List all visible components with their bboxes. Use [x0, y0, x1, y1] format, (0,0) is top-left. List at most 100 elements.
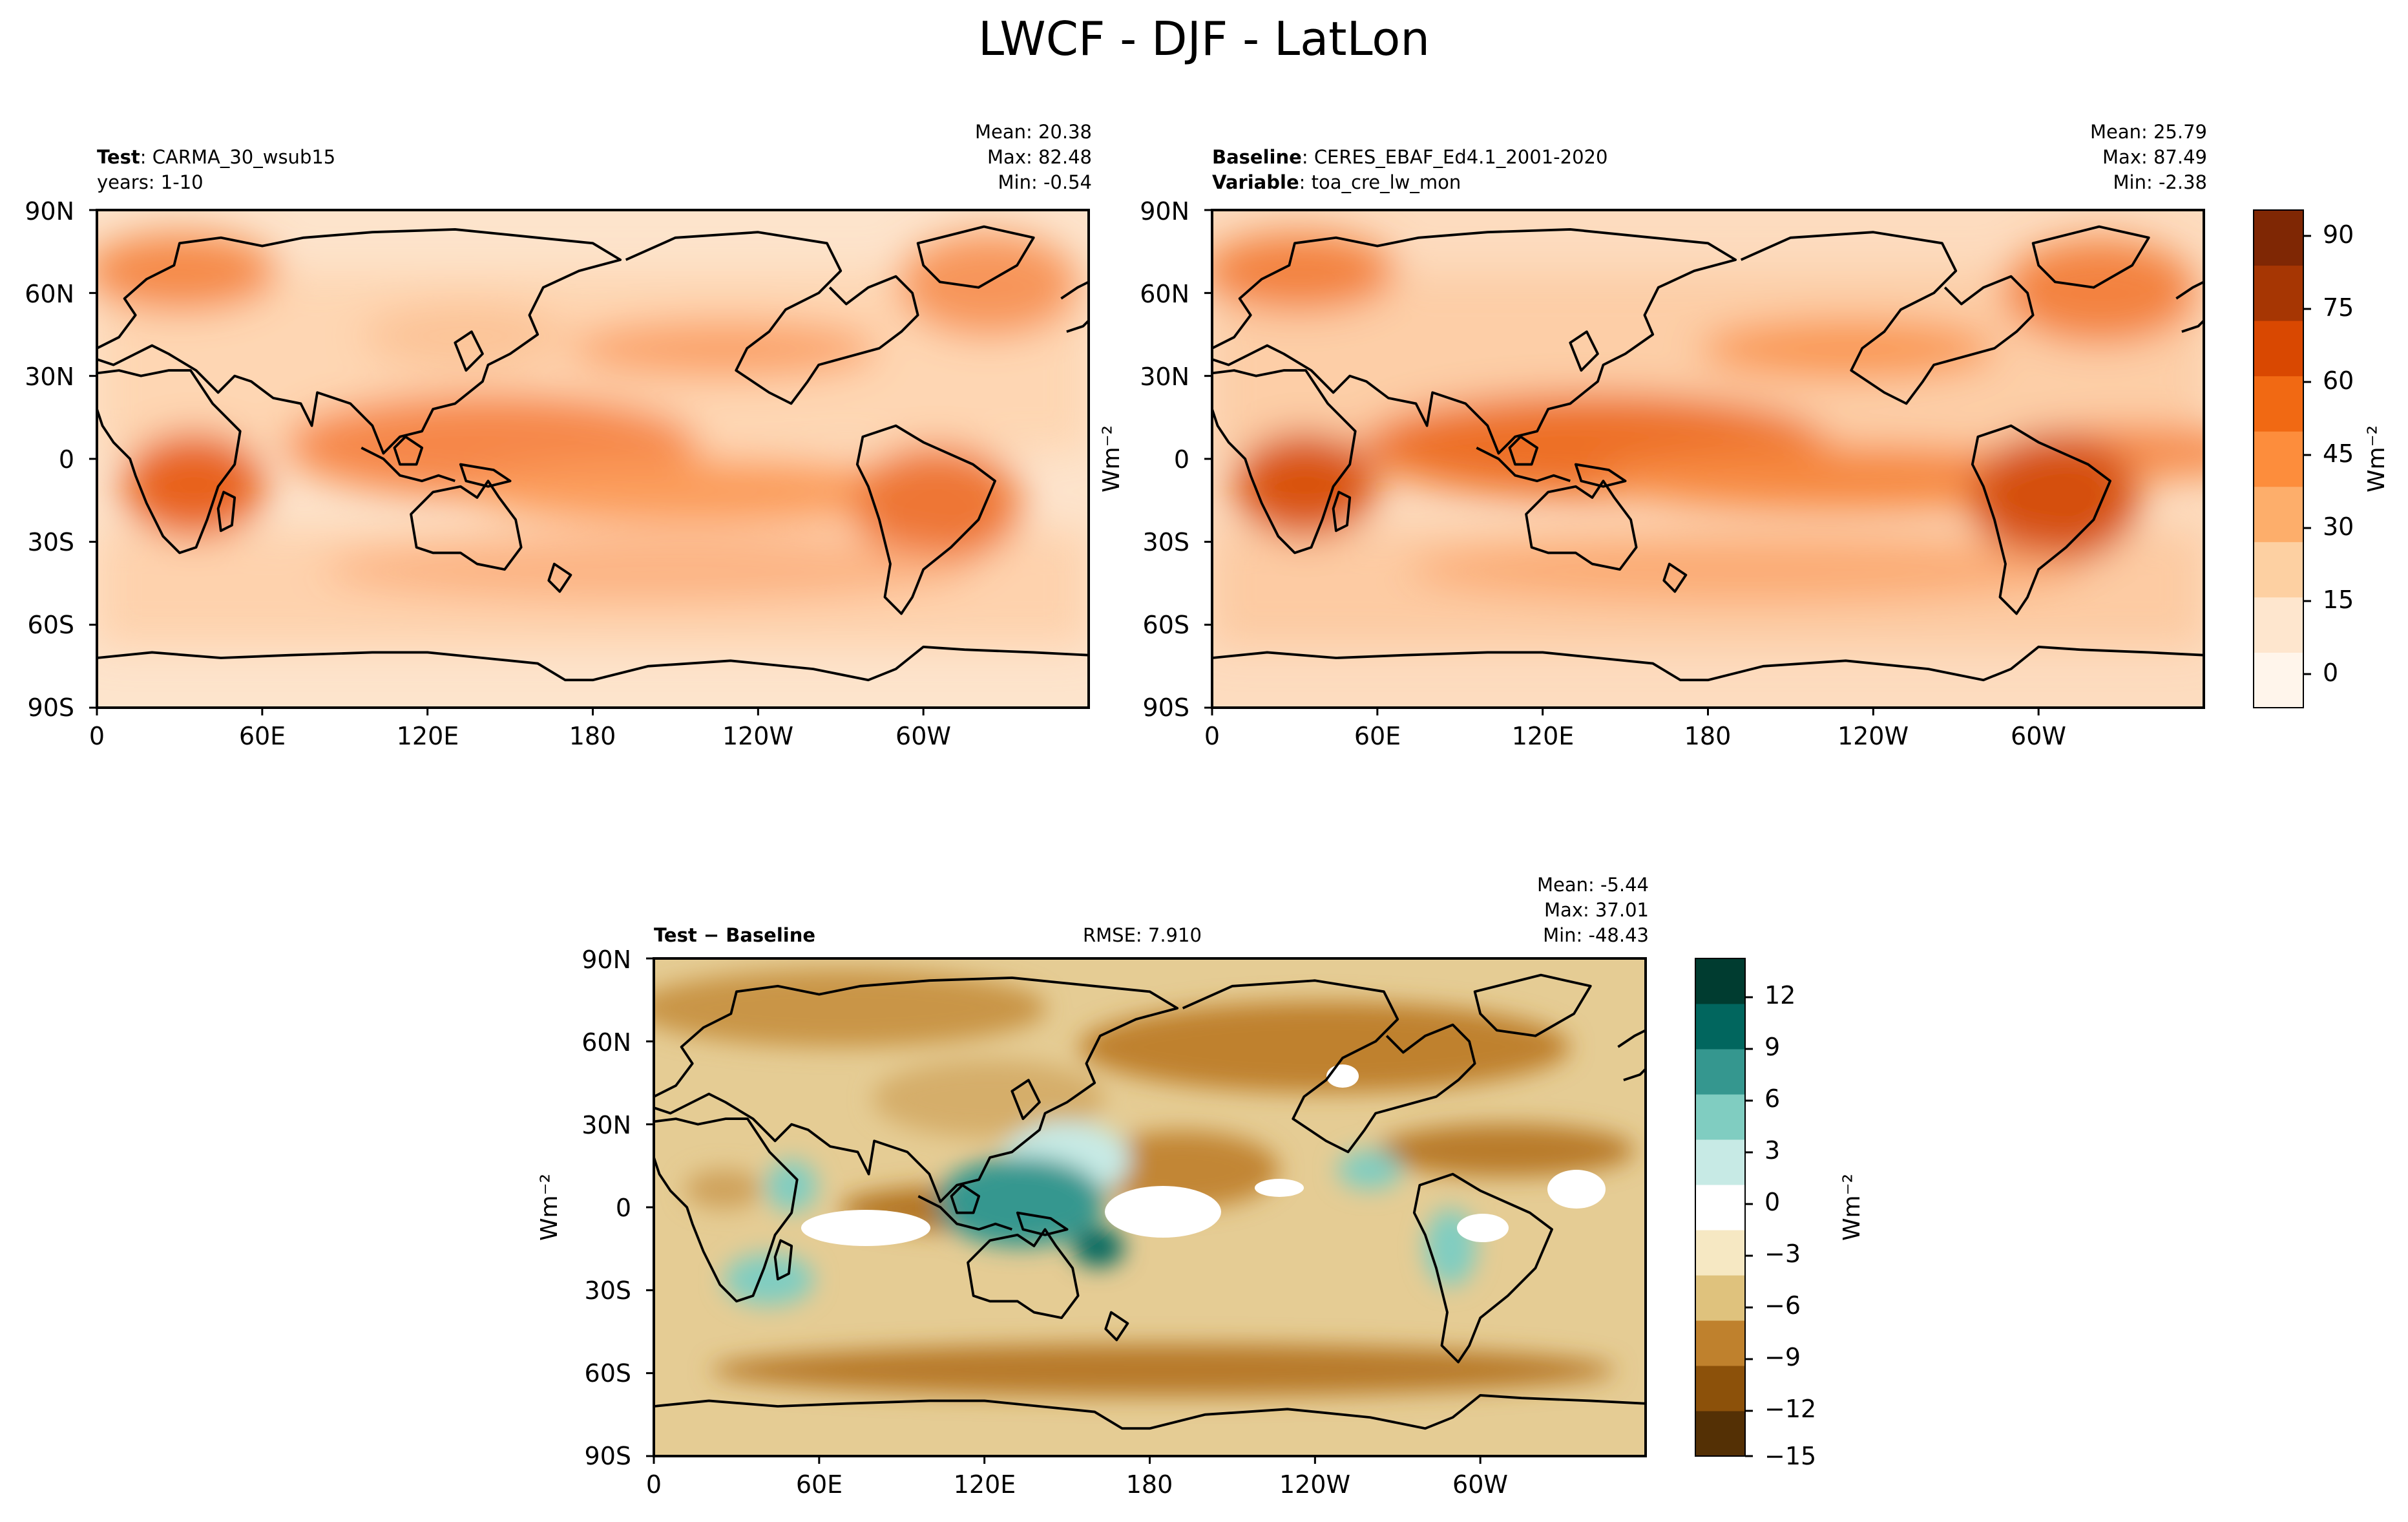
test-stats: Mean: 20.38 Max: 82.48 Min: -0.54: [872, 120, 1092, 195]
main-colorbar-swatch: [2254, 431, 2303, 487]
diff-colorbar-unit-label: Wm⁻²: [1839, 1174, 1865, 1241]
diff-panel-label: Test − Baseline: [654, 923, 815, 948]
cb-tick-label: 9: [1764, 1033, 1780, 1061]
test-max: Max: 82.48: [987, 146, 1092, 168]
test-unit-label: Wm⁻²: [1098, 425, 1125, 492]
diff-colorbar-swatch: [1695, 1366, 1745, 1411]
lat-tick-label: 0: [59, 445, 74, 474]
main-colorbar-swatch: [2254, 486, 2303, 542]
cb-tick-label: −12: [1764, 1395, 1816, 1423]
baseline-label-sep: :: [1301, 146, 1314, 168]
baseline-lat-ticks: 90N 60N 30N 0 30S 60S 90S: [1140, 197, 1189, 722]
lon-tick-label: 120E: [1512, 722, 1575, 750]
diff-colorbar-swatch: [1695, 1411, 1745, 1457]
lat-tick-label: 90S: [1143, 693, 1189, 722]
cb-tick-label: 0: [2323, 659, 2338, 687]
lat-tick-label: 60S: [1143, 611, 1189, 639]
lat-tick-label: 60S: [585, 1359, 631, 1388]
lat-tick-label: 90S: [28, 693, 74, 722]
lon-tick-label: 120W: [1837, 722, 1909, 750]
main-colorbar-swatch: [2254, 597, 2303, 653]
main-colorbar-swatch: [2254, 652, 2303, 708]
test-lon-ticks: 0 60E 120E 180 120W 60W: [89, 722, 951, 750]
figure-title: LWCF - DJF - LatLon: [978, 12, 1430, 66]
main-colorbar-ticks: 90 75 60 45 30 15 0: [2323, 220, 2354, 687]
cb-tick-label: 0: [1764, 1188, 1780, 1216]
test-label-value: CARMA_30_wsub15: [152, 146, 336, 168]
lat-tick-label: 30N: [25, 363, 74, 391]
lon-tick-label: 180: [1126, 1470, 1173, 1499]
lat-tick-label: 30N: [1140, 363, 1189, 391]
diff-colorbar-swatch: [1695, 1185, 1745, 1231]
baseline-panel-label: Baseline: CERES_EBAF_Ed4.1_2001-2020: [1212, 145, 1607, 170]
test-min: Min: -0.54: [998, 171, 1092, 193]
lat-tick-label: 0: [1174, 445, 1189, 474]
diff-colorbar-swatch: [1695, 1004, 1745, 1050]
test-lat-ticks: 90N 60N 30N 0 30S 60S 90S: [25, 197, 74, 722]
diff-colorbar-frame: [1695, 958, 1746, 1457]
cb-tick-label: 6: [1764, 1084, 1780, 1113]
lat-tick-label: 60N: [1140, 280, 1189, 308]
lat-tick-label: 30N: [581, 1111, 631, 1139]
lon-tick-label: 0: [89, 722, 105, 750]
lat-tick-label: 90N: [581, 946, 631, 974]
baseline-variable-key: Variable: [1212, 171, 1299, 193]
test-label-key: Test: [97, 146, 140, 168]
test-years: years: 1-10: [97, 171, 204, 193]
baseline-mean: Mean: 25.79: [2089, 121, 2207, 143]
diff-rmse: RMSE: 7.910: [1083, 924, 1202, 946]
lat-tick-label: 60N: [581, 1028, 631, 1057]
test-mean: Mean: 20.38: [974, 121, 1092, 143]
lon-tick-label: 180: [1684, 722, 1732, 750]
cb-tick-label: −6: [1764, 1291, 1801, 1320]
diff-colorbar-swatch: [1695, 1139, 1745, 1185]
lat-tick-label: 30S: [585, 1276, 631, 1305]
baseline-label-key: Baseline: [1212, 146, 1302, 168]
lat-tick-label: 30S: [28, 528, 74, 556]
lon-tick-label: 60E: [1354, 722, 1401, 750]
diff-lat-ticks: 90N 60N 30N 0 30S 60S 90S: [581, 946, 631, 1470]
lon-tick-label: 180: [569, 722, 616, 750]
lat-tick-label: 90N: [25, 197, 74, 226]
main-colorbar-frame: [2253, 209, 2304, 708]
lat-tick-label: 60S: [28, 611, 74, 639]
diff-colorbar-swatch: [1695, 1275, 1745, 1321]
cb-tick-label: 30: [2323, 513, 2354, 541]
lat-tick-label: 60N: [25, 280, 74, 308]
lon-tick-label: 60W: [2011, 722, 2066, 750]
lon-tick-label: 60E: [239, 722, 286, 750]
diff-colorbar-swatch: [1695, 1049, 1745, 1095]
lon-tick-label: 60W: [1452, 1470, 1508, 1499]
main-colorbar-swatch: [2254, 210, 2303, 266]
cb-tick-label: 3: [1764, 1136, 1780, 1165]
diff-map: [654, 958, 1646, 1456]
lon-tick-label: 120W: [722, 722, 793, 750]
diff-colorbar-ticks: 12 9 6 3 0 −3 −6 −9 −12 −15: [1764, 981, 1816, 1470]
baseline-map: [1212, 210, 2204, 708]
baseline-label-value: CERES_EBAF_Ed4.1_2001-2020: [1314, 146, 1608, 168]
baseline-variable-label: Variable: toa_cre_lw_mon: [1212, 170, 1461, 195]
baseline-stats: Mean: 25.79 Max: 87.49 Min: -2.38: [1987, 120, 2207, 195]
diff-stats: Mean: -5.44 Max: 37.01 Min: -48.43: [1429, 872, 1649, 948]
cb-tick-label: 15: [2323, 586, 2354, 614]
lon-tick-label: 0: [1204, 722, 1220, 750]
cb-tick-label: 60: [2323, 366, 2354, 395]
diff-colorbar-swatch: [1695, 1320, 1745, 1366]
baseline-variable-value: toa_cre_lw_mon: [1311, 171, 1461, 193]
lon-tick-label: 120E: [397, 722, 459, 750]
diff-colorbar-swatch: [1695, 1230, 1745, 1276]
main-colorbar-unit-label: Wm⁻²: [2363, 425, 2390, 492]
baseline-max: Max: 87.49: [2102, 146, 2207, 168]
test-panel-label: Test: CARMA_30_wsub15: [97, 145, 335, 170]
cb-tick-label: −15: [1764, 1442, 1816, 1470]
lat-tick-label: 90N: [1140, 197, 1189, 226]
diff-colorbar-swatch: [1695, 1094, 1745, 1140]
diff-mean: Mean: -5.44: [1536, 874, 1649, 896]
lon-tick-label: 60E: [796, 1470, 843, 1499]
test-label-sep: :: [140, 146, 152, 168]
main-colorbar-swatch: [2254, 375, 2303, 432]
baseline-lon-ticks: 0 60E 120E 180 120W 60W: [1204, 722, 2066, 750]
diff-colorbar-swatch: [1695, 958, 1745, 1004]
baseline-min: Min: -2.38: [2113, 171, 2207, 193]
